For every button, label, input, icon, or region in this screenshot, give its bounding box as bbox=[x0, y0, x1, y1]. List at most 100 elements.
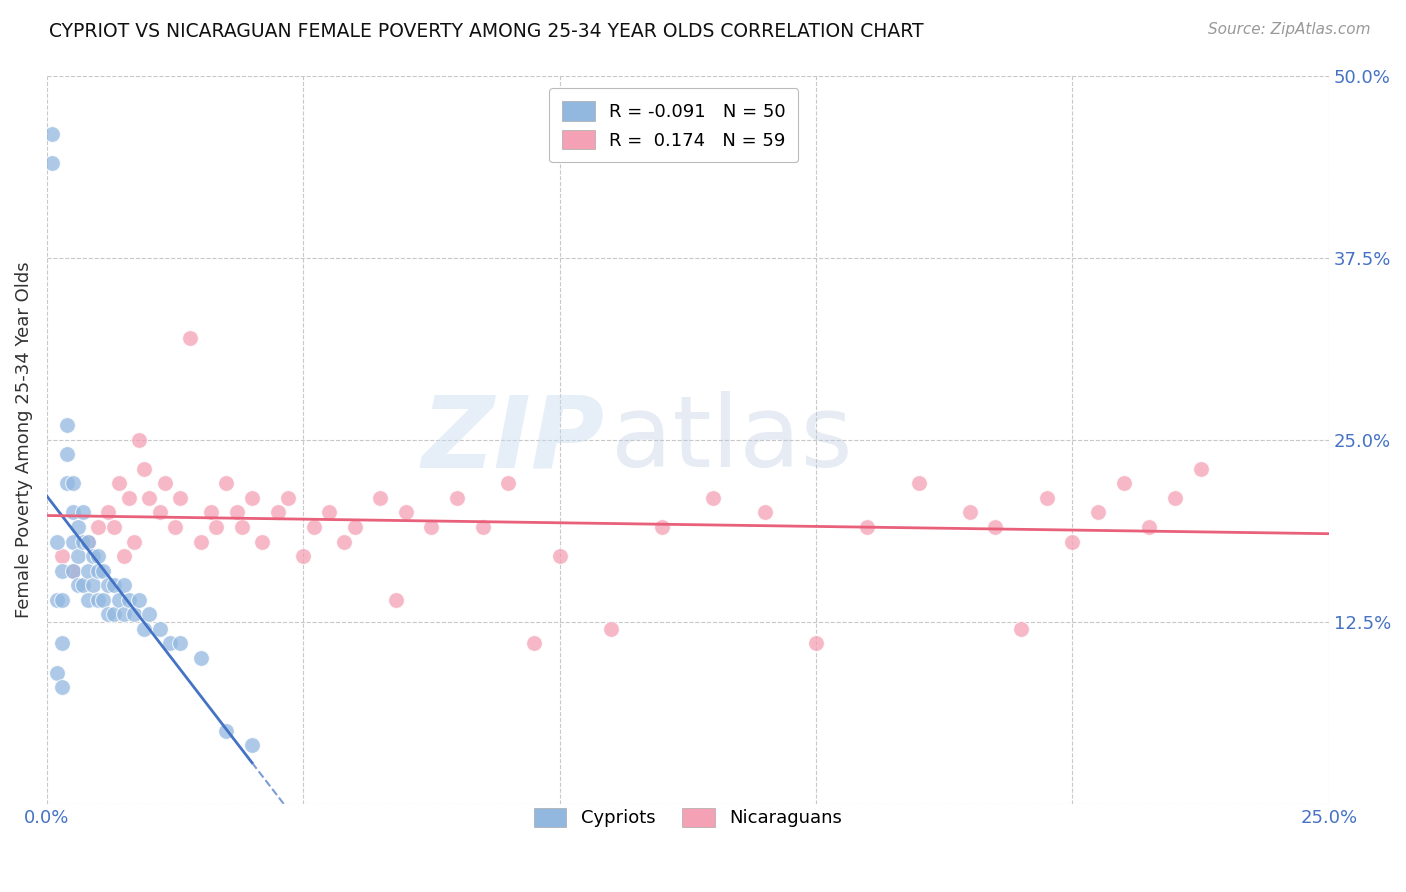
Point bbox=[62, 476, 84, 491]
Point bbox=[395, 505, 418, 519]
Text: Source: ZipAtlas.com: Source: ZipAtlas.com bbox=[1208, 22, 1371, 37]
Point bbox=[1062, 534, 1084, 549]
Point bbox=[343, 520, 366, 534]
Point bbox=[103, 520, 125, 534]
Point bbox=[62, 564, 84, 578]
Text: ZIP: ZIP bbox=[422, 391, 605, 488]
Point bbox=[112, 607, 135, 622]
Point bbox=[471, 520, 494, 534]
Point bbox=[62, 564, 84, 578]
Point bbox=[1087, 505, 1109, 519]
Y-axis label: Female Poverty Among 25-34 Year Olds: Female Poverty Among 25-34 Year Olds bbox=[15, 261, 32, 618]
Point bbox=[149, 622, 172, 636]
Point bbox=[46, 534, 69, 549]
Point bbox=[82, 578, 104, 592]
Point bbox=[51, 680, 73, 694]
Text: CYPRIOT VS NICARAGUAN FEMALE POVERTY AMONG 25-34 YEAR OLDS CORRELATION CHART: CYPRIOT VS NICARAGUAN FEMALE POVERTY AMO… bbox=[49, 22, 924, 41]
Point bbox=[754, 505, 776, 519]
Point bbox=[252, 534, 274, 549]
Point bbox=[333, 534, 356, 549]
Point bbox=[107, 592, 129, 607]
Point bbox=[318, 505, 340, 519]
Point bbox=[122, 534, 145, 549]
Point bbox=[128, 592, 150, 607]
Point bbox=[1137, 520, 1160, 534]
Point bbox=[66, 549, 89, 563]
Point bbox=[97, 578, 120, 592]
Point bbox=[240, 491, 263, 505]
Point bbox=[984, 520, 1007, 534]
Point bbox=[51, 564, 73, 578]
Point bbox=[66, 520, 89, 534]
Point bbox=[190, 651, 212, 665]
Point bbox=[420, 520, 443, 534]
Point bbox=[959, 505, 981, 519]
Text: atlas: atlas bbox=[612, 391, 852, 488]
Point bbox=[66, 578, 89, 592]
Point bbox=[62, 505, 84, 519]
Point bbox=[112, 578, 135, 592]
Point bbox=[1010, 622, 1032, 636]
Point bbox=[51, 592, 73, 607]
Point bbox=[72, 534, 94, 549]
Point bbox=[77, 592, 100, 607]
Point bbox=[1189, 461, 1212, 475]
Point bbox=[266, 505, 288, 519]
Point bbox=[548, 549, 571, 563]
Point bbox=[277, 491, 299, 505]
Point bbox=[97, 607, 120, 622]
Point bbox=[600, 622, 623, 636]
Point bbox=[446, 491, 468, 505]
Point bbox=[87, 564, 110, 578]
Point bbox=[87, 592, 110, 607]
Point bbox=[856, 520, 879, 534]
Point bbox=[62, 534, 84, 549]
Point bbox=[56, 417, 79, 432]
Point bbox=[122, 607, 145, 622]
Point bbox=[240, 739, 263, 753]
Point bbox=[51, 636, 73, 650]
Point bbox=[215, 476, 238, 491]
Point bbox=[179, 331, 201, 345]
Point bbox=[138, 491, 160, 505]
Point bbox=[153, 476, 176, 491]
Point bbox=[200, 505, 222, 519]
Point bbox=[159, 636, 181, 650]
Point bbox=[169, 491, 191, 505]
Point bbox=[651, 520, 673, 534]
Point bbox=[1164, 491, 1187, 505]
Point bbox=[103, 607, 125, 622]
Point bbox=[107, 476, 129, 491]
Point bbox=[302, 520, 325, 534]
Point bbox=[907, 476, 929, 491]
Point bbox=[46, 592, 69, 607]
Point bbox=[56, 447, 79, 461]
Point bbox=[523, 636, 546, 650]
Point bbox=[91, 592, 114, 607]
Point bbox=[215, 723, 238, 738]
Point bbox=[190, 534, 212, 549]
Point bbox=[128, 433, 150, 447]
Point bbox=[134, 622, 156, 636]
Point bbox=[149, 505, 172, 519]
Point bbox=[165, 520, 187, 534]
Point bbox=[1035, 491, 1057, 505]
Point bbox=[51, 549, 73, 563]
Point bbox=[87, 549, 110, 563]
Point bbox=[225, 505, 247, 519]
Point bbox=[134, 461, 156, 475]
Point bbox=[97, 505, 120, 519]
Point bbox=[72, 578, 94, 592]
Point bbox=[41, 156, 63, 170]
Point bbox=[205, 520, 228, 534]
Point bbox=[384, 592, 406, 607]
Point bbox=[138, 607, 160, 622]
Point bbox=[292, 549, 315, 563]
Point bbox=[77, 564, 100, 578]
Point bbox=[169, 636, 191, 650]
Point bbox=[91, 564, 114, 578]
Point bbox=[77, 534, 100, 549]
Point bbox=[82, 549, 104, 563]
Point bbox=[72, 505, 94, 519]
Point bbox=[46, 665, 69, 680]
